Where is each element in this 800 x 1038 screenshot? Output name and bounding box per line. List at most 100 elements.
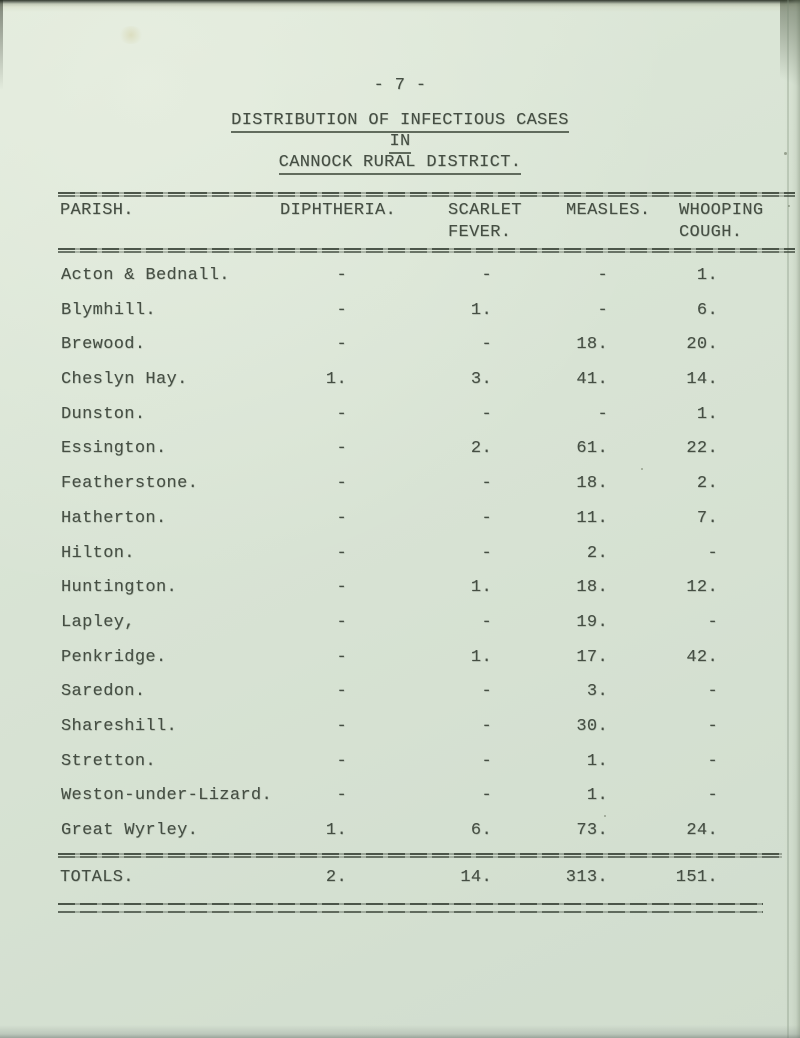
scarlet-fever-cell: - [481, 508, 492, 528]
measles-cell: 18. [576, 578, 608, 598]
parish-cell: Hatherton. [61, 508, 167, 528]
table-row: Huntington. - 1. 18. 12. [58, 578, 798, 613]
scarlet-fever-cell: - [481, 682, 492, 702]
parish-cell: Lapley, [61, 612, 135, 632]
document-title: DISTRIBUTION OF INFECTIOUS CASES IN CANN… [0, 110, 800, 175]
measles-cell: 41. [576, 370, 608, 390]
paper-speck [604, 815, 606, 817]
totals-row: TOTALS. 2. 14. 313. 151. [58, 868, 798, 890]
measles-cell: 11. [576, 508, 608, 528]
whooping-cough-cell: 42. [686, 647, 718, 667]
paper-speck [784, 152, 787, 155]
measles-cell: - [597, 404, 608, 424]
scarlet-fever-cell: - [481, 335, 492, 355]
parish-cell: Essington. [61, 439, 167, 459]
column-header-measles: MEASLES. [566, 201, 651, 220]
whooping-cough-cell: 12. [686, 578, 718, 598]
totals-top-rule [58, 853, 782, 855]
parish-cell: Stretton. [61, 751, 156, 771]
title-line-1: DISTRIBUTION OF INFECTIOUS CASES [231, 110, 569, 133]
parish-cell: Cheslyn Hay. [61, 370, 188, 390]
diphtheria-cell: - [336, 266, 347, 285]
parish-cell: Brewood. [61, 335, 146, 355]
whooping-cough-cell: 1. [696, 266, 718, 285]
diphtheria-cell: - [336, 647, 347, 667]
measles-cell: - [597, 300, 608, 320]
header-bottom-rule [58, 248, 795, 250]
whooping-cough-cell: 1. [696, 404, 718, 424]
measles-cell: 30. [576, 716, 608, 736]
scarlet-fever-cell: 1. [470, 647, 492, 667]
table-row: Brewood. - - 18. 20. [58, 335, 798, 370]
whooping-cough-cell: - [707, 716, 718, 736]
scarlet-fever-cell: - [481, 404, 492, 424]
whooping-cough-cell: - [707, 786, 718, 806]
parish-cell: Huntington. [61, 578, 178, 598]
parish-cell: Saredon. [61, 682, 146, 702]
whooping-cough-cell: - [707, 543, 718, 563]
page-number: - 7 - [373, 76, 427, 95]
table-row: Weston-under-Lizard. - - 1. - [58, 786, 798, 821]
page-edge-top [0, 0, 800, 12]
totals-measles: 313. [565, 868, 608, 887]
table-row: Saredon. - - 3. - [58, 682, 798, 717]
parish-cell: Weston-under-Lizard. [61, 786, 273, 806]
title-line-2: IN [389, 131, 411, 154]
page-edge-bottom [0, 1025, 800, 1038]
totals-label: TOTALS. [60, 868, 134, 887]
totals-whooping-cough: 151. [675, 868, 718, 887]
measles-cell: 19. [576, 612, 608, 632]
column-header-whooping-cough: WHOOPING COUGH. [679, 201, 764, 242]
scarlet-fever-cell: - [481, 266, 492, 285]
diphtheria-cell: - [336, 751, 347, 771]
totals-scarlet-fever: 14. [460, 868, 492, 887]
whooping-cough-cell: 22. [686, 439, 718, 459]
whooping-cough-cell: 20. [686, 335, 718, 355]
diphtheria-cell: - [336, 716, 347, 736]
diphtheria-cell: - [336, 682, 347, 702]
diphtheria-cell: - [336, 474, 347, 494]
parish-cell: Penkridge. [61, 647, 167, 667]
parish-cell: Great Wyrley. [61, 821, 199, 840]
measles-cell: 18. [576, 335, 608, 355]
diphtheria-cell: - [336, 404, 347, 424]
column-header-scarlet-fever: SCARLET FEVER. [448, 201, 522, 242]
scarlet-fever-cell: 1. [470, 300, 492, 320]
table-bottom-rule [58, 903, 763, 905]
table-row: Featherstone. - - 18. 2. [58, 474, 798, 509]
table-row: Essington. - 2. 61. 22. [58, 439, 798, 474]
diphtheria-cell: - [336, 612, 347, 632]
table-row: Cheslyn Hay. 1. 3. 41. 14. [58, 370, 798, 405]
totals-top-rule-2 [58, 856, 782, 858]
parish-cell: Featherstone. [61, 474, 199, 494]
totals-diphtheria: 2. [325, 868, 347, 887]
table-body: Acton & Bednall. - - - 1. Blymhill. - 1.… [58, 266, 798, 856]
paper-stain [118, 26, 144, 44]
parish-cell: Shareshill. [61, 716, 178, 736]
page-edge-left [0, 0, 3, 90]
scarlet-fever-cell: - [481, 716, 492, 736]
page-crease-right [787, 0, 789, 1038]
whooping-cough-cell: - [707, 612, 718, 632]
measles-cell: - [597, 266, 608, 285]
table-row: Great Wyrley. 1. 6. 73. 24. [58, 821, 798, 856]
whooping-cough-cell: 6. [696, 300, 718, 320]
measles-cell: 1. [586, 786, 608, 806]
table-row: Penkridge. - 1. 17. 42. [58, 648, 798, 683]
diphtheria-cell: - [336, 508, 347, 528]
whooping-cough-cell: - [707, 751, 718, 771]
table-row: Lapley, - - 19. - [58, 613, 798, 648]
table-top-rule [58, 192, 795, 194]
table-top-rule-2 [58, 195, 795, 197]
diphtheria-cell: - [336, 439, 347, 459]
scarlet-fever-cell: 2. [470, 439, 492, 459]
scarlet-fever-cell: 3. [470, 370, 492, 390]
measles-cell: 3. [586, 682, 608, 702]
page-corner-top-right [780, 0, 800, 150]
paper-speck [788, 205, 790, 207]
scarlet-fever-cell: - [481, 612, 492, 632]
diphtheria-cell: - [336, 335, 347, 355]
measles-cell: 73. [576, 821, 608, 840]
measles-cell: 17. [576, 647, 608, 667]
